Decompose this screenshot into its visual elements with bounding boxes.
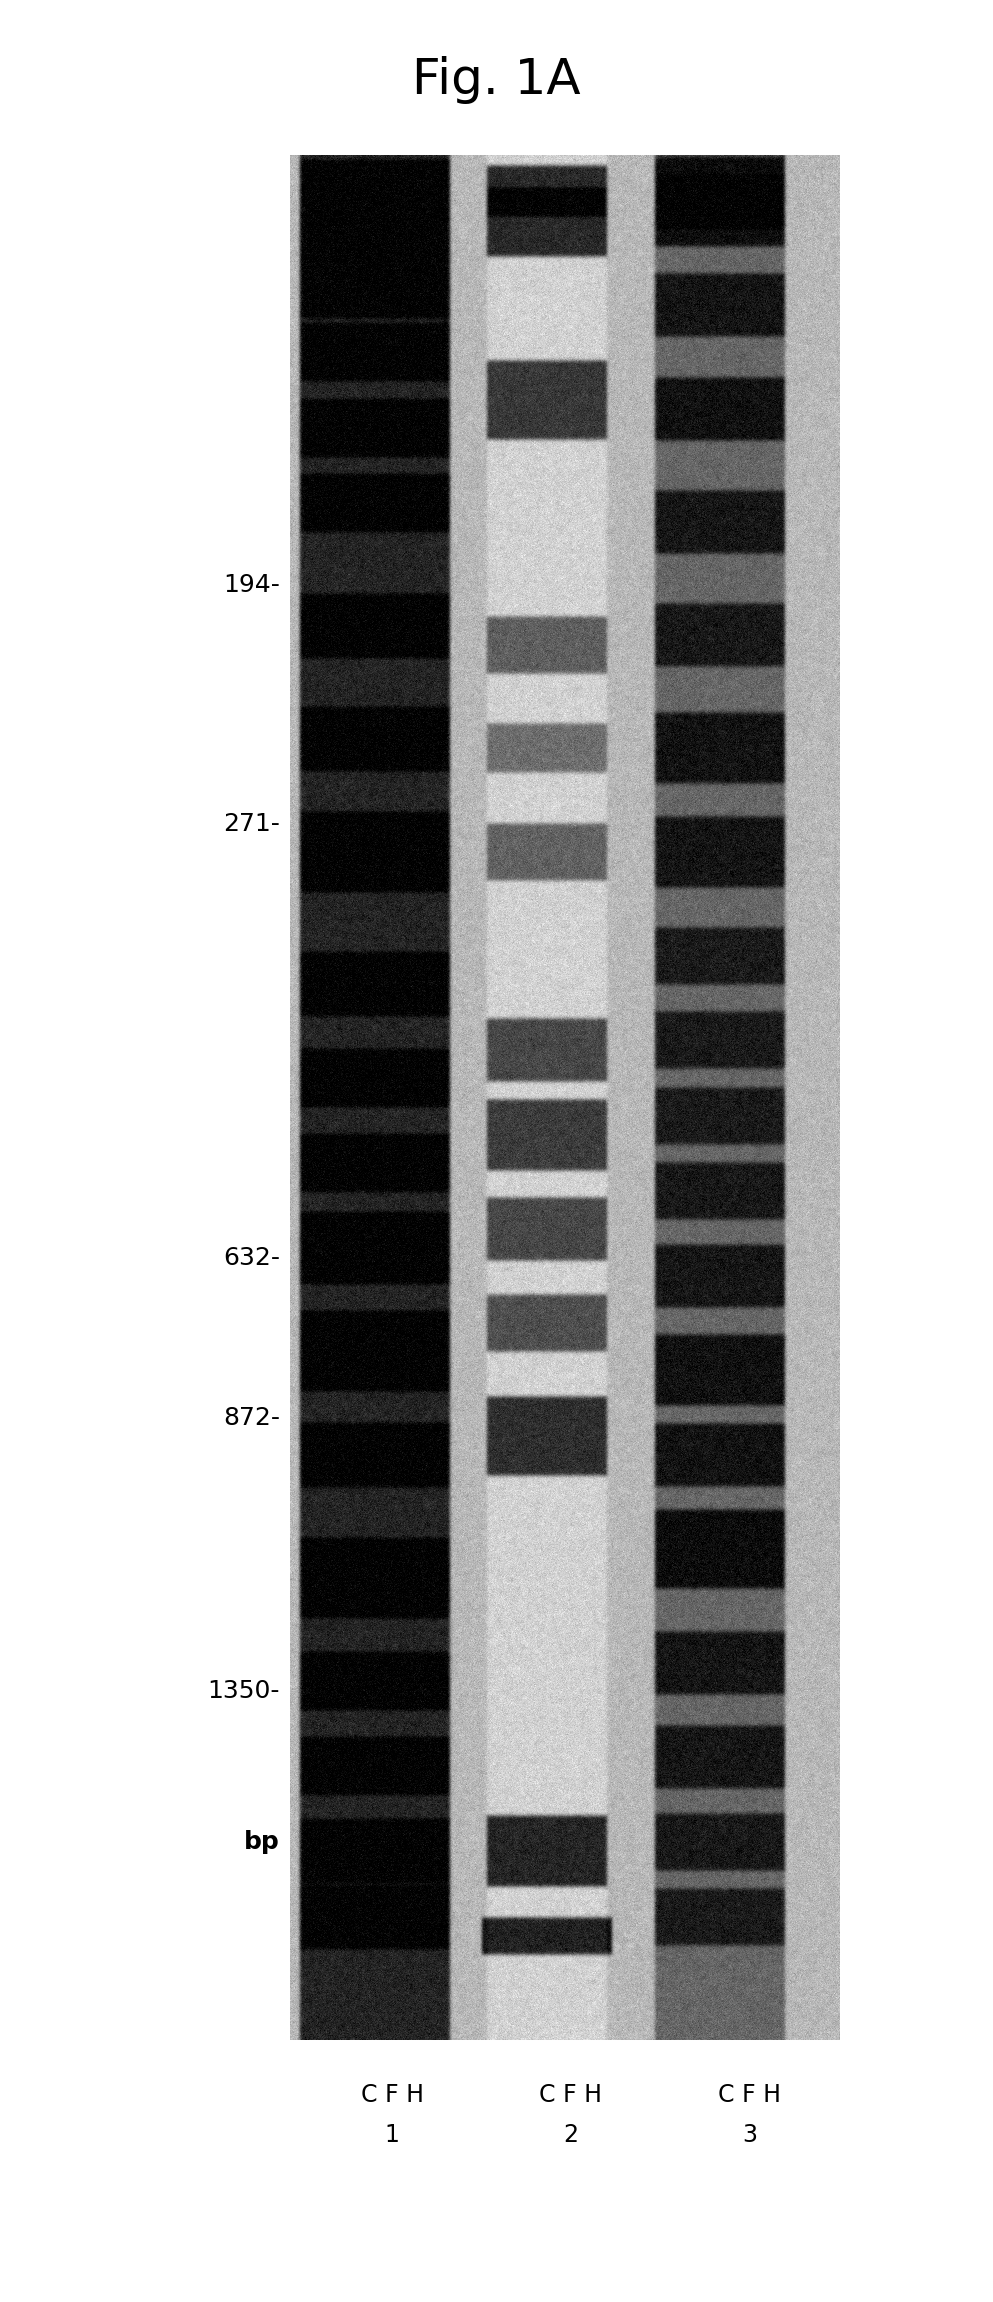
Text: C F H: C F H bbox=[718, 2083, 781, 2106]
Text: C F H: C F H bbox=[360, 2083, 424, 2106]
Text: 632-: 632- bbox=[223, 1245, 280, 1271]
Text: bp: bp bbox=[244, 1830, 280, 1853]
Text: 271-: 271- bbox=[223, 813, 280, 836]
Text: 1: 1 bbox=[385, 2122, 399, 2148]
Text: 872-: 872- bbox=[223, 1407, 280, 1430]
Text: 194-: 194- bbox=[223, 573, 280, 596]
Text: 3: 3 bbox=[742, 2122, 758, 2148]
Text: 1350-: 1350- bbox=[208, 1678, 280, 1703]
Text: Fig. 1A: Fig. 1A bbox=[412, 55, 581, 104]
Text: C F H: C F H bbox=[539, 2083, 603, 2106]
Text: 2: 2 bbox=[563, 2122, 579, 2148]
